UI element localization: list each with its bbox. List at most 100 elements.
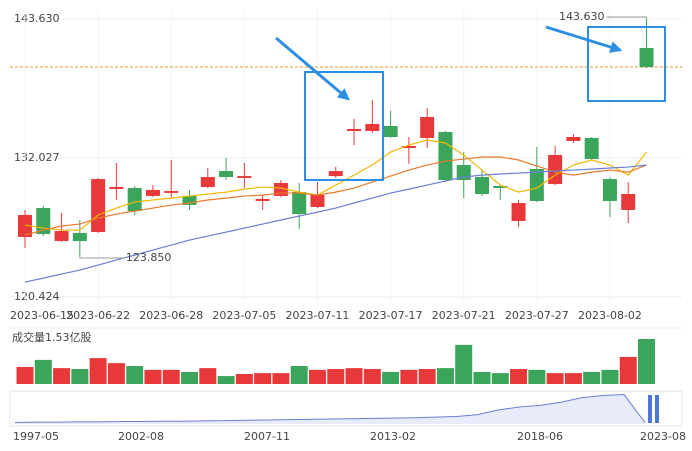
volume-bar — [308, 369, 326, 384]
price-panel: 143.630132.027120.4242023-06-152023-06-2… — [10, 10, 682, 322]
volume-bar — [528, 369, 546, 384]
volume-bar — [217, 376, 235, 384]
candle-body — [383, 125, 398, 137]
candle-body — [237, 176, 252, 178]
volume-bar — [34, 359, 52, 384]
ma-line — [24, 164, 647, 283]
volume-bar — [601, 369, 619, 384]
volume-bar — [619, 356, 637, 384]
y-tick-label: 120.424 — [14, 290, 60, 303]
y-tick-label: 143.630 — [14, 12, 60, 25]
candle-body — [584, 137, 599, 160]
low-marker — [79, 255, 124, 259]
volume-bar — [107, 363, 125, 384]
candle-body — [639, 47, 654, 68]
candle-body — [182, 195, 197, 205]
candle-body — [401, 145, 416, 149]
candle-body — [566, 136, 581, 141]
arrow — [275, 36, 350, 101]
volume-bar — [181, 371, 199, 384]
volume-bar — [71, 369, 89, 384]
overview-label: 2013-02 — [370, 430, 416, 443]
volume-bar — [199, 368, 217, 384]
volume-label: 成交量1.53亿股 — [12, 330, 92, 344]
highlight-box — [587, 26, 666, 102]
candle-body — [621, 194, 636, 210]
candle-body — [255, 198, 270, 201]
highlight-box — [304, 71, 384, 181]
overview-line — [14, 394, 646, 423]
volume-bar — [491, 373, 509, 384]
volume-bar — [254, 373, 272, 384]
volume-bar — [436, 368, 454, 384]
volume-bar — [235, 374, 253, 384]
volume-bar — [144, 369, 162, 384]
candle-body — [72, 232, 87, 241]
high-label: 143.630 — [559, 10, 605, 23]
candle-body — [91, 179, 106, 232]
volume-bar — [473, 371, 491, 384]
volume-bar — [546, 373, 564, 384]
ma-line — [24, 139, 647, 231]
x-tick-label: 2023-06-15 — [10, 309, 74, 322]
volume-bar — [510, 369, 528, 384]
overview-area — [15, 394, 645, 424]
overview-label: 2007-11 — [244, 430, 290, 443]
candle-body — [127, 188, 142, 212]
volume-bar — [638, 339, 656, 384]
low-label: 123.850 — [126, 251, 172, 264]
candle-body — [365, 123, 380, 132]
volume-bar — [345, 368, 363, 384]
volume-bar — [53, 368, 71, 384]
overview-label: 2018-06 — [517, 430, 563, 443]
x-tick-label: 2023-08-02 — [578, 309, 642, 322]
overview-label: 2023-08 — [640, 430, 686, 443]
candle-body — [54, 231, 69, 241]
high-marker — [606, 16, 648, 19]
volume-bar — [382, 371, 400, 384]
volume-bar — [126, 366, 144, 384]
candle-body — [200, 177, 215, 187]
volume-bar — [272, 373, 290, 384]
candle-body — [511, 203, 526, 221]
candle-body — [18, 214, 32, 238]
overview-frame — [9, 390, 683, 427]
candle-body — [548, 154, 563, 184]
volume-bar — [583, 371, 601, 384]
candle-body — [328, 171, 343, 177]
overview-label: 2002-08 — [118, 430, 164, 443]
candle-body — [602, 179, 617, 201]
x-tick-label: 2023-07-11 — [286, 309, 350, 322]
volume-bar — [16, 366, 34, 384]
volume-bar — [418, 369, 436, 384]
range-handle[interactable] — [648, 395, 652, 423]
x-tick-label: 2023-07-17 — [359, 309, 423, 322]
x-tick-label: 2023-07-27 — [505, 309, 569, 322]
candle-body — [109, 186, 124, 189]
volume-bar — [89, 358, 107, 384]
volume-bar — [455, 344, 473, 384]
volume-bar — [400, 369, 418, 384]
candle-body — [438, 131, 453, 181]
x-tick-label: 2023-07-21 — [432, 309, 496, 322]
ma-line — [24, 156, 647, 236]
candle-body — [347, 128, 362, 132]
volume-bar — [290, 366, 308, 384]
x-tick-label: 2023-06-22 — [66, 309, 130, 322]
range-handle[interactable] — [655, 395, 659, 423]
volume-bar — [363, 369, 381, 384]
candle-body — [145, 189, 160, 196]
candle-body — [420, 116, 435, 138]
candle-body — [219, 171, 234, 178]
x-tick-label: 2023-07-05 — [212, 309, 276, 322]
x-tick-label: 2023-06-28 — [139, 309, 203, 322]
candle-body — [475, 177, 489, 195]
y-tick-label: 132.027 — [14, 151, 60, 164]
candle-body — [310, 194, 325, 207]
candle-body — [292, 191, 307, 215]
candle-body — [493, 185, 508, 189]
overview-label: 1997-05 — [13, 430, 59, 443]
volume-bar — [162, 369, 180, 384]
candle-body — [164, 191, 179, 193]
